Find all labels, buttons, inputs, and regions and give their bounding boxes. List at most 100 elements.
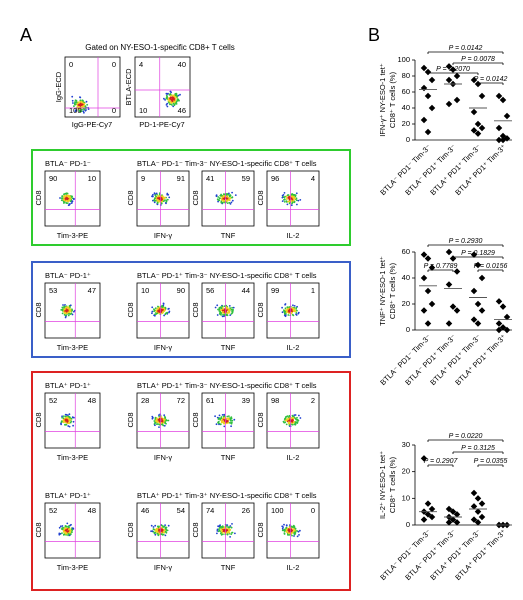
event-dot xyxy=(68,425,71,428)
event-dot xyxy=(298,414,300,417)
event-dot xyxy=(162,309,165,311)
p-value: P = 0.0220 xyxy=(449,433,483,440)
event-dot xyxy=(63,533,65,536)
data-point xyxy=(453,519,461,526)
event-dot xyxy=(223,413,226,416)
event-dot xyxy=(82,100,84,102)
event-dot xyxy=(64,304,66,306)
group-box xyxy=(31,371,351,591)
group-box xyxy=(31,261,351,358)
flow-plot-frame xyxy=(266,282,320,339)
axis-label: Tim-3-PE xyxy=(57,231,88,240)
data-point xyxy=(449,508,457,515)
event-dot xyxy=(287,532,290,535)
y-tick-label: 0 xyxy=(406,135,410,144)
event-dot xyxy=(217,418,220,420)
event-dot xyxy=(228,305,231,307)
event-dot xyxy=(172,102,175,105)
event-dot xyxy=(293,195,295,198)
event-dot xyxy=(227,417,230,419)
data-point xyxy=(453,307,461,314)
event-dot xyxy=(296,422,299,424)
event-dot xyxy=(219,423,222,426)
data-point xyxy=(470,251,478,258)
data-point xyxy=(420,274,428,282)
event-dot xyxy=(220,197,223,200)
event-dot xyxy=(285,526,288,529)
data-point xyxy=(428,300,436,308)
y-tick-label: 60 xyxy=(402,247,410,256)
data-point xyxy=(478,307,486,314)
axis-label: TNF⁺ NY-ESO-1 tet⁺ xyxy=(378,256,387,326)
event-dot xyxy=(61,415,63,418)
event-dot xyxy=(68,413,71,416)
event-dot xyxy=(63,199,66,202)
event-dot xyxy=(150,530,153,533)
event-dot xyxy=(150,524,153,527)
event-dot xyxy=(157,534,160,537)
axis-label: Tim-3-PE xyxy=(57,563,88,572)
event-dot xyxy=(221,194,223,197)
event-dot xyxy=(297,311,300,314)
event-dot xyxy=(221,414,224,416)
event-dot xyxy=(299,199,302,201)
data-point xyxy=(449,303,457,310)
event-dot xyxy=(284,303,286,306)
event-dot xyxy=(286,194,289,197)
event-dot xyxy=(61,308,64,310)
event-dot xyxy=(228,526,231,529)
event-dot xyxy=(230,425,233,428)
event-dot xyxy=(67,526,70,529)
axis-label: BTLA-ECD xyxy=(124,68,133,106)
event-dot xyxy=(166,311,169,314)
event-dot xyxy=(157,195,160,197)
event-dot xyxy=(162,302,165,305)
quadrant-value: 52 xyxy=(49,506,57,515)
axis-label: Tim-3-PE xyxy=(57,453,88,462)
event-dot xyxy=(152,416,154,419)
event-dot xyxy=(223,315,225,318)
event-dot xyxy=(231,531,233,534)
event-dot xyxy=(65,314,67,317)
quadrant-value: 54 xyxy=(177,506,185,515)
event-dot xyxy=(158,414,160,416)
data-point xyxy=(474,495,482,502)
event-dot xyxy=(166,102,169,105)
data-point xyxy=(449,66,457,73)
event-dot xyxy=(87,108,90,110)
event-dot xyxy=(290,312,293,314)
event-dot xyxy=(293,305,296,307)
axis-label: Tim-3-PE xyxy=(57,343,88,352)
event-dot xyxy=(292,528,295,530)
event-dot xyxy=(285,423,288,426)
axis-label: TNF xyxy=(221,343,236,352)
event-dot xyxy=(154,197,157,200)
event-dot xyxy=(286,418,289,421)
event-dot xyxy=(158,417,161,420)
event-dot xyxy=(161,200,163,203)
data-point xyxy=(474,130,482,137)
event-dot xyxy=(63,308,66,311)
event-dot xyxy=(226,533,229,536)
event-dot xyxy=(286,197,288,200)
p-value: P = 0.2930 xyxy=(449,238,483,245)
event-dot xyxy=(232,309,234,312)
event-dot xyxy=(290,528,293,531)
quadrant-value: 28 xyxy=(141,396,149,405)
axis-label: IgG-PE-Cy7 xyxy=(72,120,112,129)
event-dot xyxy=(218,308,221,311)
event-dot xyxy=(153,201,156,204)
event-dot xyxy=(231,191,234,194)
data-point xyxy=(499,96,507,104)
event-dot xyxy=(229,203,232,205)
data-point xyxy=(474,508,482,515)
y-tick-label: 0 xyxy=(406,520,410,529)
event-dot xyxy=(154,421,157,424)
data-point xyxy=(445,281,453,288)
event-dot xyxy=(218,306,221,309)
event-dot xyxy=(74,103,76,106)
y-tick-label: 10 xyxy=(402,493,410,502)
data-point xyxy=(495,92,503,100)
event-dot xyxy=(226,200,229,202)
event-dot xyxy=(156,200,159,203)
